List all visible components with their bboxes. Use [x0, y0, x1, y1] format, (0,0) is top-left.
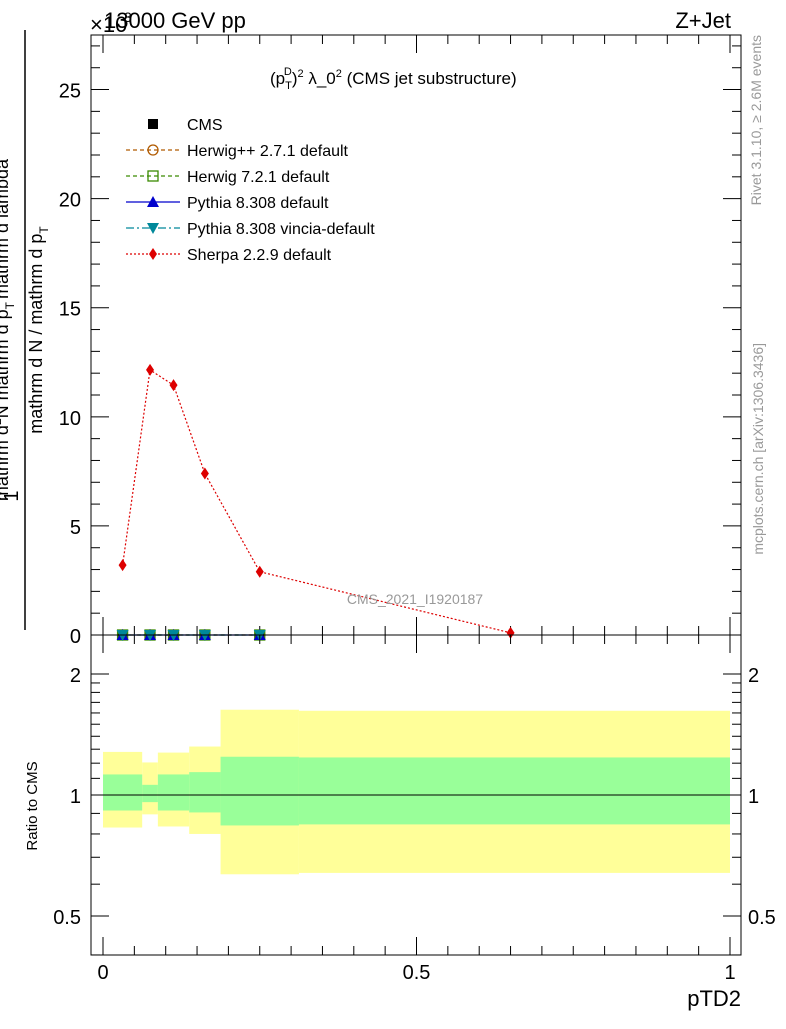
- series-point-5: [200, 467, 209, 480]
- y-tick-label: 25: [59, 81, 81, 103]
- legend-label: Herwig 7.2.1 default: [187, 169, 330, 186]
- main-ticks: 0 5 10 15 20 25: [59, 35, 741, 648]
- legend-marker: [147, 223, 159, 234]
- exponent-label: ×10: [90, 12, 127, 37]
- legend-label: Herwig++ 2.7.1 default: [187, 143, 349, 160]
- ratio-band-inner: [298, 757, 730, 825]
- legend-label: Pythia 8.308 vincia-default: [187, 221, 375, 238]
- ratio-y-tick-label-right: 1: [748, 786, 759, 808]
- main-ylabel: 1 mathrm d N / mathrm d pT mathrm d2N ma…: [0, 30, 51, 630]
- ratio-ticks: 0.5 0.5 1 1 2 2 0 0.5 1: [53, 635, 776, 984]
- mcplots-label: mcplots.cern.ch [arXiv:1306.3436]: [750, 343, 766, 555]
- main-plot: 0 5 10 15 20 25 CMS_2021_I1920187 (pTD)2 λ_02…: [59, 34, 742, 648]
- series-line-5: [121, 368, 511, 634]
- ratio-band-inner: [142, 784, 158, 803]
- legend-label: Sherpa 2.2.9 default: [187, 247, 332, 264]
- y-tick-label: 20: [59, 190, 81, 212]
- series-point-5: [118, 559, 127, 572]
- series-point-5: [506, 626, 515, 639]
- series-point-5: [169, 379, 178, 392]
- y-tick-label: 10: [59, 408, 81, 430]
- legend-marker: [147, 196, 159, 207]
- legend-marker: [147, 144, 159, 156]
- x-tick-label: 1: [724, 962, 735, 984]
- watermark: CMS_2021_I1920187: [347, 591, 483, 607]
- series-point-5: [146, 363, 155, 376]
- legend-marker: [147, 170, 159, 182]
- rivet-label: Rivet 3.1.10, ≥ 2.6M events: [748, 35, 764, 205]
- ratio-y-tick-label-right: 0.5: [748, 907, 776, 929]
- series-point-5: [255, 565, 264, 578]
- legend-label: CMS: [187, 117, 223, 134]
- x-axis-label: pTD2: [687, 986, 741, 1011]
- ratio-band-inner: [220, 756, 299, 826]
- y-tick-label: 5: [70, 517, 81, 539]
- legend-marker: [148, 119, 158, 129]
- ylabel-denominator: mathrm d N / mathrm d pT: [26, 226, 51, 434]
- y-tick-label: 0: [70, 626, 81, 648]
- ratio-y-tick-label: 1: [70, 786, 81, 808]
- ratio-plot: 0.5 0.5 1 1 2 2 0 0.5 1 Ratio to CMS pTD2: [24, 634, 776, 1011]
- ratio-y-tick-label: 2: [70, 665, 81, 687]
- ratio-ylabel: Ratio to CMS: [24, 761, 41, 850]
- ratio-band-inner: [157, 774, 190, 811]
- x-tick-label: 0.5: [403, 962, 431, 984]
- ratio-y-tick-label: 0.5: [53, 907, 81, 929]
- legend-marker: [149, 248, 157, 260]
- x-tick-label: 0: [97, 962, 108, 984]
- legend: CMS Herwig++ 2.7.1 default Herwig 7.2.1 de…: [126, 117, 375, 264]
- process-label: Z+Jet: [675, 8, 731, 33]
- ratio-bands: [103, 709, 730, 875]
- plot-title: (pTD)2 λ_02 (CMS jet substructure): [270, 66, 517, 92]
- ylabel-one: 1: [1, 490, 23, 501]
- exponent-power: 3: [124, 9, 132, 25]
- ratio-y-tick-label-right: 2: [748, 665, 759, 687]
- y-tick-label: 15: [59, 299, 81, 321]
- ratio-band-inner: [103, 774, 143, 811]
- legend-label: Pythia 8.308 default: [187, 195, 329, 212]
- energy-label: 13000 GeV pp: [104, 8, 246, 33]
- ratio-band-inner: [189, 772, 221, 813]
